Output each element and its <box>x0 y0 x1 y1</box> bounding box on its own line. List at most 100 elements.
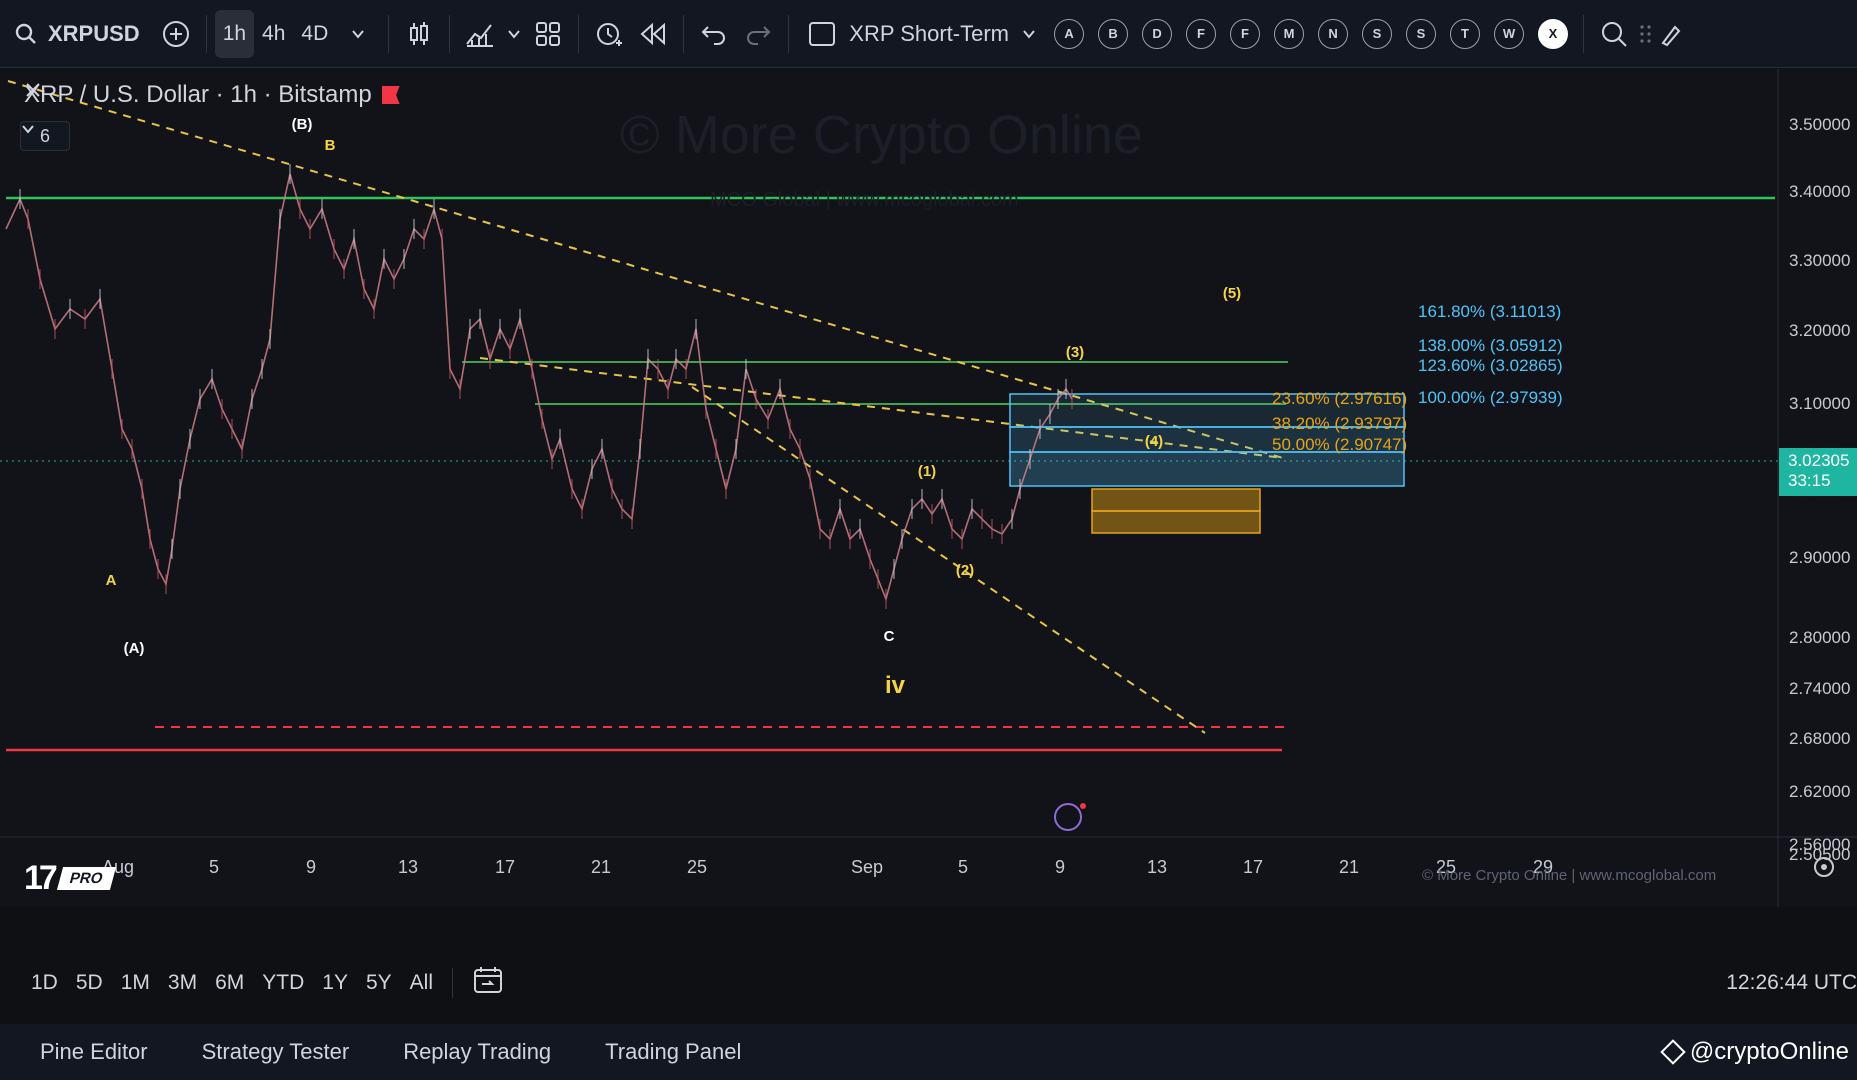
time-axis-label: 29 <box>1533 857 1553 877</box>
tv-logo-mark: 17 <box>24 859 58 897</box>
bottom-panel-tabs: Pine Editor Strategy Tester Replay Tradi… <box>0 1024 1857 1080</box>
fib-zone-23-38 <box>1091 488 1261 512</box>
letter-button-s-2[interactable]: S <box>1406 18 1437 49</box>
interval-1h-button[interactable]: 1h <box>214 9 255 58</box>
fib-retracement-label: 23.60% (2.97616) <box>1272 389 1407 408</box>
layout-name-label: XRP Short-Term <box>849 20 1010 46</box>
range-6m-button[interactable]: 6M <box>215 971 245 994</box>
close-icon[interactable] <box>24 81 42 99</box>
letter-button-d[interactable]: D <box>1142 18 1173 49</box>
chart-canvas[interactable]: 3.50000 3.40000 3.30000 3.20000 3.10000 2.900… <box>0 69 1857 907</box>
price-axis-label: 2.68000 <box>1789 729 1850 748</box>
letter-button-b[interactable]: B <box>1098 18 1129 49</box>
tab-replay-trading[interactable]: Replay Trading <box>403 1039 552 1064</box>
chevron-down-icon <box>352 29 365 39</box>
symbol-search-button[interactable]: XRPUSD <box>0 10 154 58</box>
time-axis-label: 17 <box>495 857 515 877</box>
alert-button[interactable] <box>587 10 631 58</box>
redo-button[interactable] <box>736 10 780 58</box>
current-price-tag: 3.02305 33:15 <box>1779 448 1857 496</box>
chevron-down-icon <box>22 125 34 134</box>
legend-title: XRP / U.S. Dollar · 1h · Bitstamp <box>24 81 372 108</box>
interval-dropdown-button[interactable] <box>336 10 380 58</box>
quick-search-button[interactable] <box>1592 10 1636 58</box>
fib-extension-label: 138.00% (3.05912) <box>1418 336 1563 355</box>
range-5y-button[interactable]: 5Y <box>365 971 392 994</box>
drag-handle[interactable] <box>1636 10 1656 58</box>
interval-4d-button[interactable]: 4D <box>301 21 329 45</box>
pro-badge: PRO <box>56 867 116 890</box>
chart-pane[interactable]: 3.50000 3.40000 3.30000 3.20000 3.10000 2.900… <box>0 69 1857 907</box>
wave-label: B <box>325 137 336 154</box>
letter-button-f-2[interactable]: F <box>1230 18 1261 49</box>
fib-extension-label: 161.80% (3.11013) <box>1418 302 1561 321</box>
letter-button-n[interactable]: N <box>1318 18 1349 49</box>
range-1d-button[interactable]: 1D <box>31 971 58 994</box>
letter-button-a[interactable]: A <box>1054 18 1085 49</box>
time-axis-label: 5 <box>209 857 219 877</box>
letter-button-m[interactable]: M <box>1274 18 1305 49</box>
layout-selector[interactable]: XRP Short-Term <box>797 10 1047 58</box>
fib-extension-label: 123.60% (3.02865) <box>1418 356 1563 375</box>
rewind-icon <box>640 22 666 45</box>
credit-watermark: @cryptoOnline <box>1660 1038 1849 1066</box>
drag-dots-icon <box>1640 24 1651 43</box>
indicators-collapse-button[interactable]: 6 <box>20 121 70 151</box>
range-5d-button[interactable]: 5D <box>75 971 103 994</box>
range-all-button[interactable]: All <box>409 971 433 994</box>
letter-button-f[interactable]: F <box>1186 18 1217 49</box>
tab-pine-editor[interactable]: Pine Editor <box>40 1039 148 1064</box>
fib-zone-123-100 <box>1009 451 1405 487</box>
price-axis-label: 3.20000 <box>1789 321 1850 340</box>
magic-sparkle-icon <box>1054 803 1082 831</box>
toolbar-separator <box>449 14 451 53</box>
undo-icon <box>701 25 726 45</box>
price-axis-label: 2.56000 <box>1789 835 1850 854</box>
range-3m-button[interactable]: 3M <box>167 971 198 994</box>
tab-trading-panel[interactable]: Trading Panel <box>605 1039 742 1064</box>
chevron-down-icon <box>1023 29 1035 39</box>
utc-clock[interactable]: 12:26:44 UTC <box>1726 971 1857 994</box>
indicators-dropdown-button[interactable] <box>502 10 526 58</box>
alarm-clock-icon <box>597 22 623 46</box>
range-1m-button[interactable]: 1M <box>120 971 150 994</box>
drawing-tool-button[interactable] <box>1656 10 1684 58</box>
current-price: 3.02305 <box>1788 451 1850 470</box>
letter-button-x[interactable]: X <box>1538 18 1569 49</box>
range-ytd-button[interactable]: YTD <box>262 971 305 994</box>
letter-button-w[interactable]: W <box>1494 18 1525 49</box>
flag-icon[interactable] <box>381 86 400 104</box>
tradingview-logo: 17 PRO <box>24 859 116 898</box>
letter-button-t[interactable]: T <box>1450 18 1481 49</box>
indicators-button[interactable] <box>458 10 502 58</box>
replay-button[interactable] <box>631 10 675 58</box>
watermark-sub: MCO Global | www.mcoglobal.com <box>710 189 1019 211</box>
templates-button[interactable] <box>526 10 570 58</box>
price-axis-label: 2.90000 <box>1789 548 1850 567</box>
compare-symbol-button[interactable] <box>154 10 198 58</box>
go-to-date-button[interactable] <box>463 965 513 1001</box>
trendline-short <box>691 386 1206 734</box>
calendar-arrow-icon <box>474 967 502 993</box>
price-axis-label: 2.62000 <box>1789 782 1850 801</box>
price-series-line <box>5 173 1073 602</box>
chart-legend: XRP / U.S. Dollar · 1h · Bitstamp <box>24 81 400 109</box>
undo-button[interactable] <box>692 10 736 58</box>
toolbar-separator <box>388 14 390 53</box>
tab-strategy-tester[interactable]: Strategy Tester <box>201 1039 350 1064</box>
toolbar-separator <box>683 14 685 53</box>
fib-extension-label: 100.00% (2.97939) <box>1418 388 1563 407</box>
time-axis-label: 17 <box>1243 857 1263 877</box>
wave-label: (1) <box>918 463 936 480</box>
letter-button-s[interactable]: S <box>1362 18 1393 49</box>
time-axis-label: 13 <box>1147 857 1167 877</box>
search-icon <box>15 23 36 44</box>
interval-4h-button[interactable]: 4h <box>262 21 286 45</box>
binance-diamond-icon <box>1660 1039 1686 1065</box>
range-1y-button[interactable]: 1Y <box>322 971 348 994</box>
price-axis-label: 2.50500 <box>1789 845 1850 864</box>
fib-retracement-label: 50.00% (2.90747) <box>1272 435 1407 454</box>
search-clock-icon <box>1602 21 1627 47</box>
chart-type-button[interactable] <box>397 10 441 58</box>
time-axis-label: Sep <box>851 857 883 877</box>
